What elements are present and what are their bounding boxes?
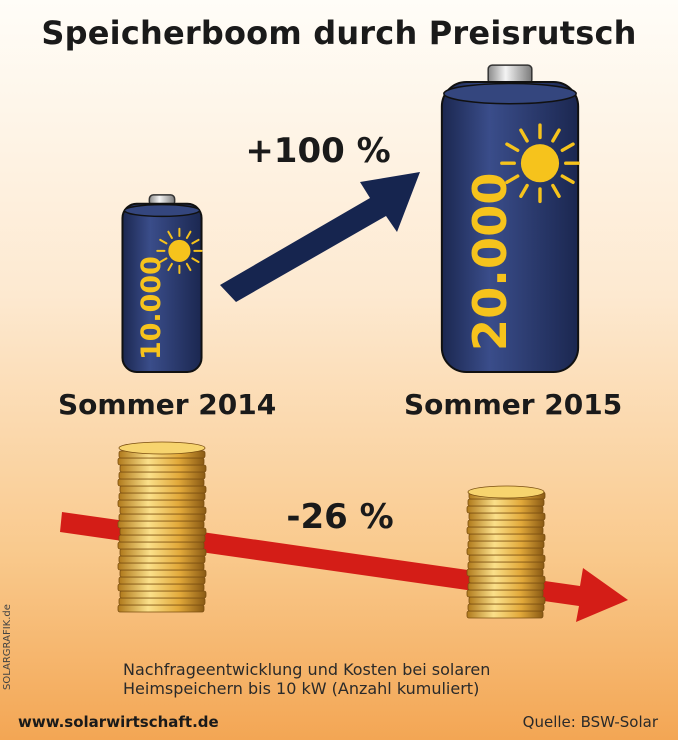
chart-caption: Nachfrageentwicklung und Kosten bei sola…: [123, 660, 491, 698]
battery-value-label-1: 10.000: [136, 256, 167, 360]
growth-arrow-icon: [220, 172, 420, 302]
category-label-2015: Sommer 2015: [404, 388, 623, 421]
credit-note: SOLARGRAFIK.de: [2, 604, 13, 690]
website-link[interactable]: www.solarwirtschaft.de: [18, 713, 219, 731]
coin-stack-icon-2: [466, 485, 546, 619]
price-drop-label: -26 %: [286, 497, 393, 537]
source-note: Quelle: BSW-Solar: [522, 713, 658, 731]
battery-icon-1: 10.000: [121, 194, 203, 373]
chart-title: Speicherboom durch Preisrutsch: [41, 14, 637, 52]
category-label-2014: Sommer 2014: [58, 388, 277, 421]
sun-icon: [156, 227, 203, 275]
coin-stack-icon-1: [117, 441, 207, 613]
battery-icon-2: 20.000: [440, 64, 580, 373]
sun-icon: [500, 123, 580, 204]
battery-value-label-2: 20.000: [463, 172, 517, 351]
growth-label: +100 %: [245, 131, 390, 171]
